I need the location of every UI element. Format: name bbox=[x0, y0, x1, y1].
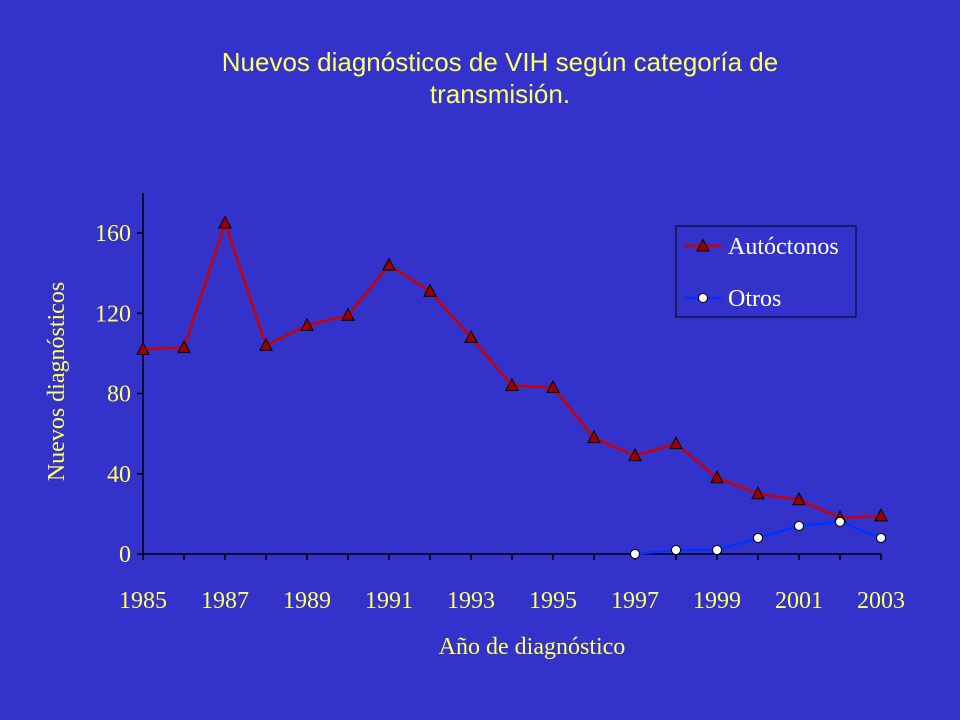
y-tick-label: 80 bbox=[107, 382, 131, 408]
series-layer bbox=[136, 215, 888, 559]
data-point-autoctonos bbox=[874, 508, 888, 522]
data-point-autoctonos bbox=[669, 436, 683, 450]
legend-label: Autóctonos bbox=[728, 234, 839, 260]
data-point-autoctonos bbox=[751, 486, 765, 500]
data-point-otros bbox=[712, 544, 722, 555]
data-point-otros bbox=[876, 532, 886, 543]
data-point-autoctonos bbox=[259, 337, 273, 351]
y-tick-label: 160 bbox=[95, 221, 131, 247]
series-line-autoctonos bbox=[142, 221, 882, 520]
x-tick-label: 1985 bbox=[119, 588, 167, 614]
data-point-autoctonos bbox=[546, 379, 560, 393]
data-point-otros bbox=[835, 516, 845, 527]
chart-title: Nuevos diagnósticos de VIH según categor… bbox=[221, 47, 779, 109]
data-point-autoctonos bbox=[464, 329, 478, 343]
x-tick-label: 1995 bbox=[529, 588, 577, 614]
data-point-autoctonos bbox=[218, 215, 232, 229]
legend-box bbox=[675, 225, 857, 318]
data-point-autoctonos bbox=[136, 341, 150, 355]
data-point-otros bbox=[630, 549, 640, 559]
data-point-autoctonos bbox=[382, 257, 396, 271]
x-tick-label: 1987 bbox=[201, 588, 249, 614]
legend-marker-autoctonos bbox=[696, 238, 710, 252]
x-tick-label: 1997 bbox=[611, 588, 659, 614]
data-point-autoctonos bbox=[423, 283, 437, 297]
y-axis-title: Nuevos diagnósticos bbox=[44, 282, 70, 481]
y-tick-label: 120 bbox=[95, 301, 131, 327]
data-point-autoctonos bbox=[710, 470, 724, 484]
legend-marker-otros bbox=[698, 293, 708, 303]
data-point-autoctonos bbox=[177, 339, 191, 353]
y-tick-label: 0 bbox=[119, 542, 131, 568]
data-point-autoctonos bbox=[628, 448, 642, 462]
data-point-autoctonos bbox=[300, 317, 314, 331]
axes: 0 40 80 120 160 1985 1987 1989 1991 1993 1995 1997 1… bbox=[95, 193, 905, 614]
data-point-autoctonos bbox=[792, 492, 806, 506]
data-point-otros bbox=[671, 544, 681, 555]
legend: Autóctonos Otros bbox=[675, 225, 857, 318]
x-axis-title: Año de diagnóstico bbox=[439, 634, 626, 660]
data-point-autoctonos bbox=[587, 430, 601, 444]
x-tick-label: 1993 bbox=[447, 588, 495, 614]
x-tick-label: 2003 bbox=[857, 588, 905, 614]
data-point-otros bbox=[753, 532, 763, 543]
y-tick-label: 40 bbox=[107, 462, 131, 488]
legend-label: Otros bbox=[728, 286, 781, 312]
data-point-autoctonos bbox=[341, 307, 355, 321]
x-tick-label: 2001 bbox=[775, 588, 823, 614]
x-tick-label: 1999 bbox=[693, 588, 741, 614]
x-tick-label: 1989 bbox=[283, 588, 331, 614]
data-point-autoctonos bbox=[505, 377, 519, 391]
x-tick-label: 1991 bbox=[365, 588, 413, 614]
data-point-otros bbox=[794, 520, 804, 531]
